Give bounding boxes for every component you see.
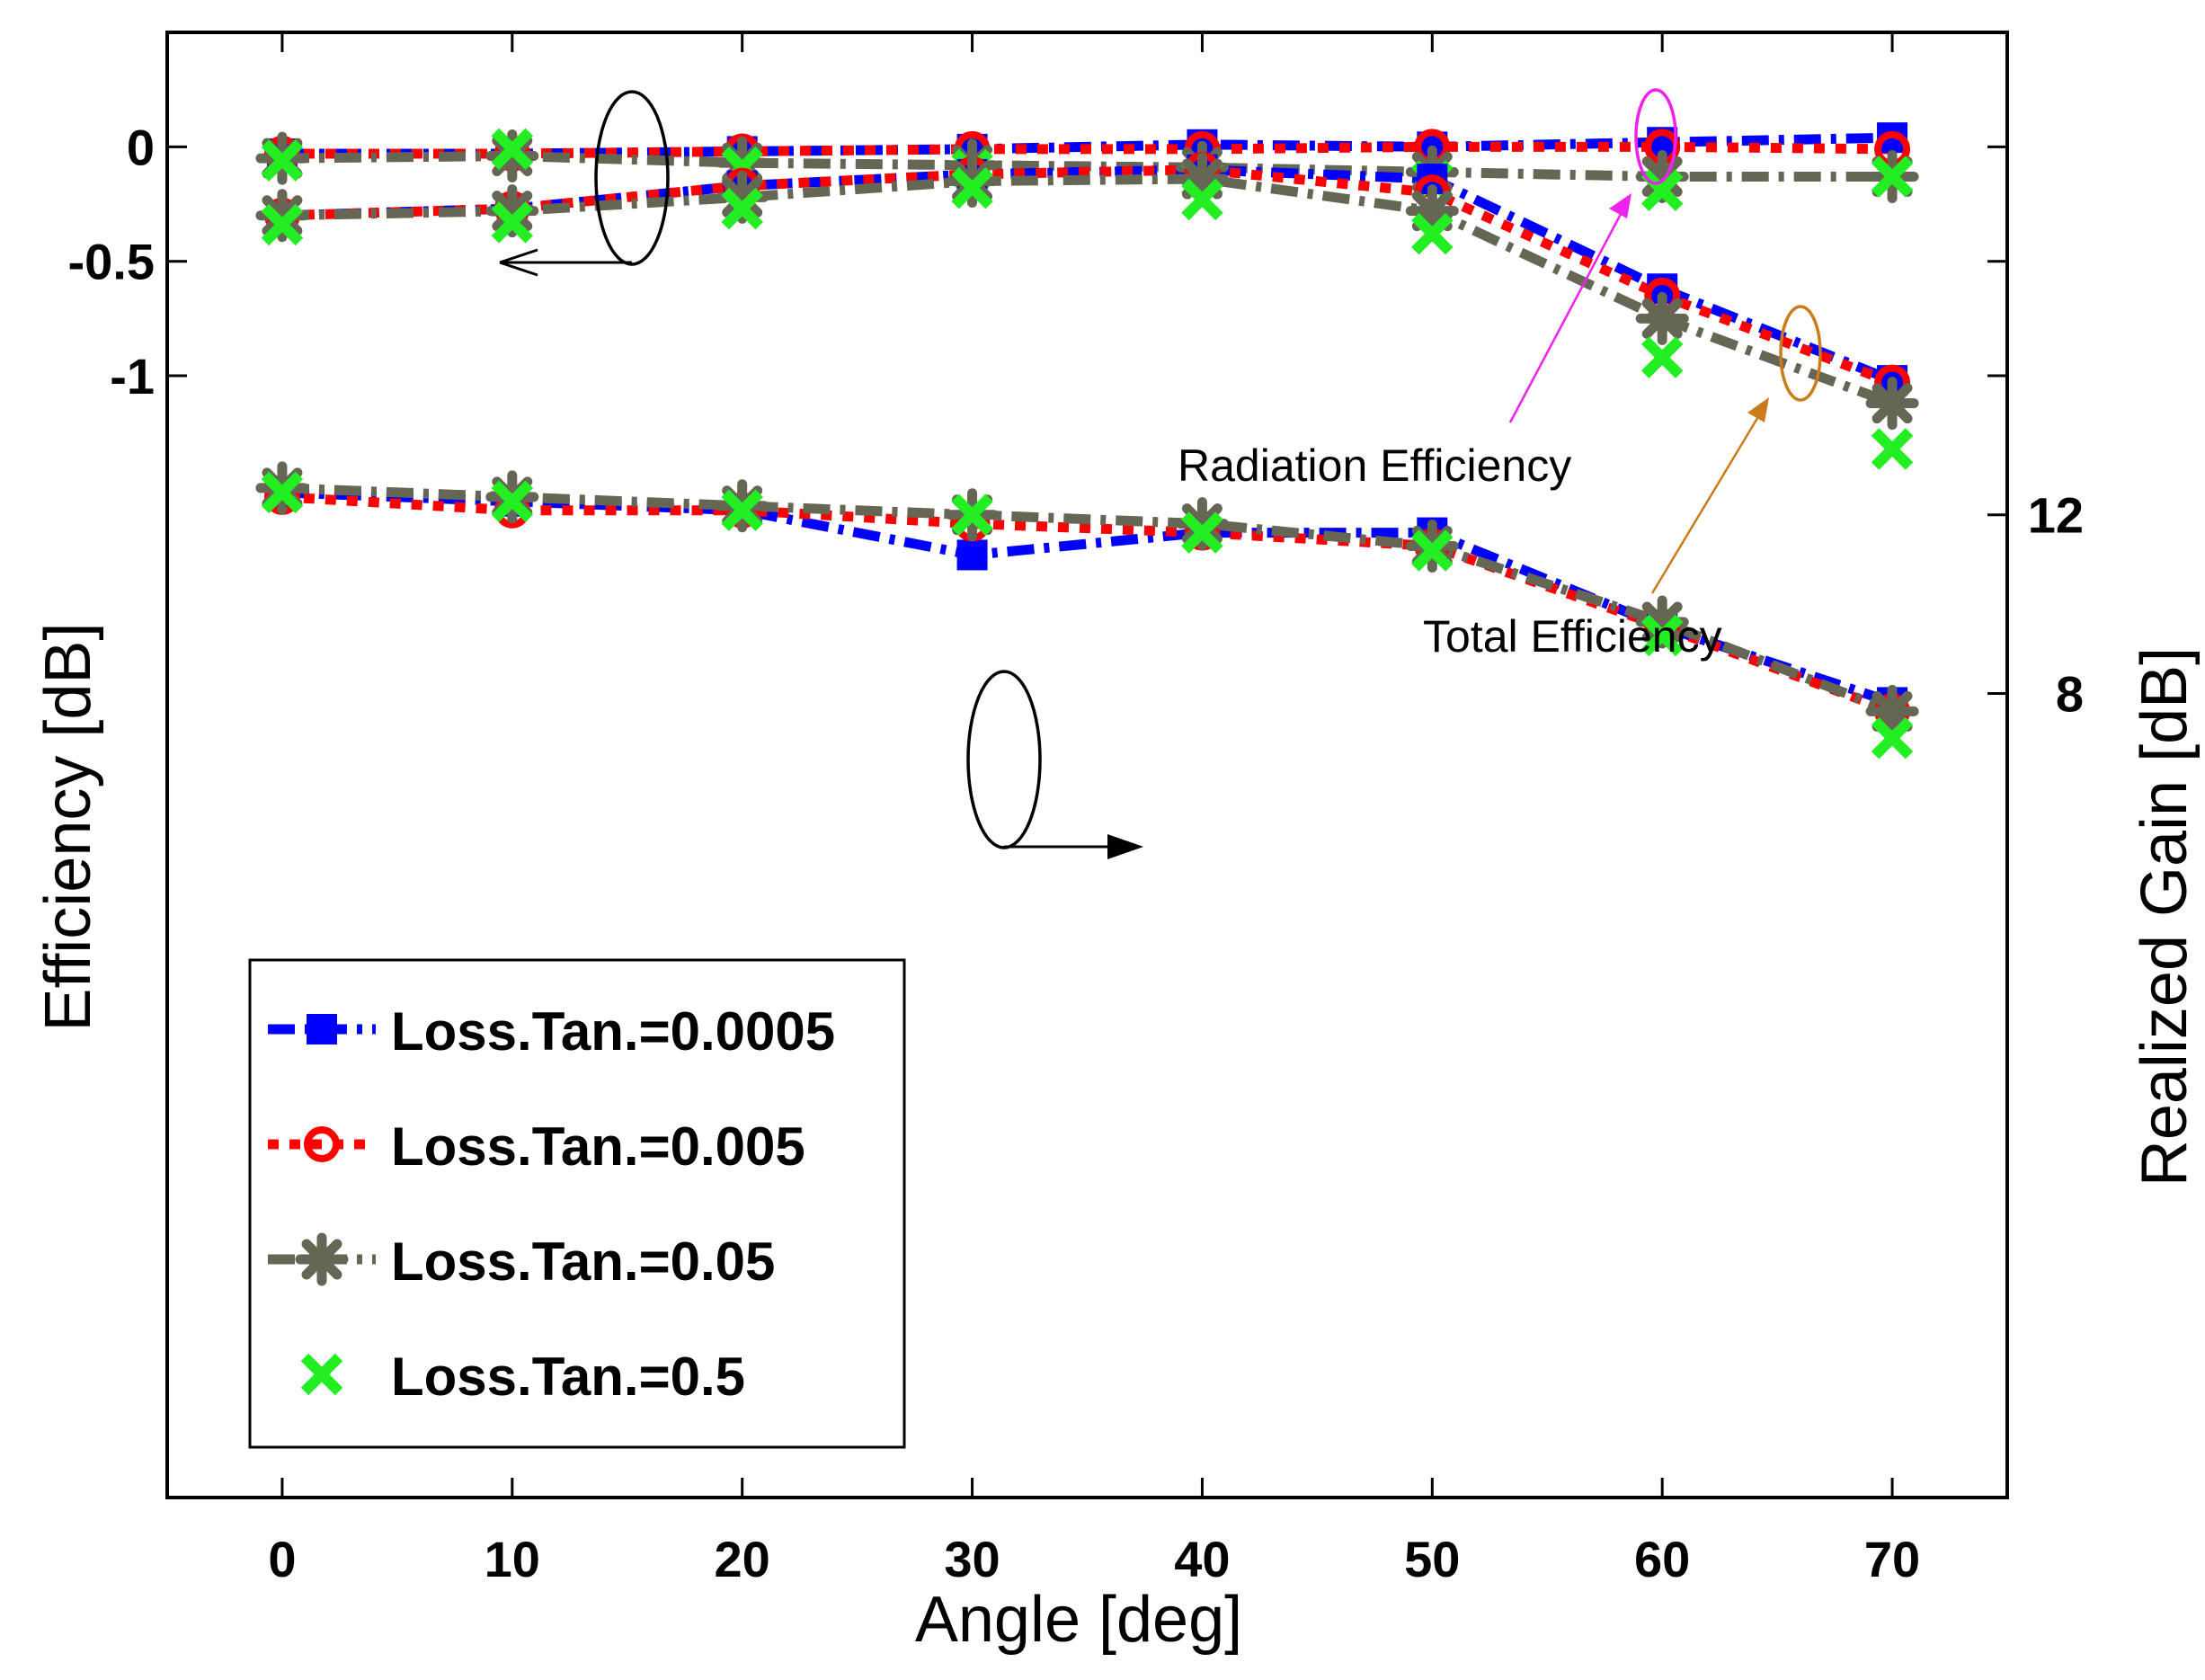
x-tick-label: 20 (715, 1531, 770, 1587)
axis-layer: 0 10 20 30 40 50 60 70 0 -0.5 -1 12 8 (68, 32, 2084, 1587)
data-point-gain-s3-x30 (951, 493, 993, 536)
y-right-tick-label: 12 (2028, 487, 2084, 544)
data-point-total-s3-x0 (261, 203, 304, 246)
total-efficiency-label: Total Efficiency (1423, 611, 1722, 662)
left-axis-arrow-head (499, 248, 538, 277)
legend-marker-3 (300, 1353, 343, 1396)
data-point-gain-s3-x20 (721, 489, 763, 531)
total-efficiency-ellipse (1779, 305, 1822, 402)
y-left-tick-label: -1 (110, 348, 155, 404)
gain-group-ellipse (966, 670, 1042, 849)
x-tick-label: 10 (485, 1531, 540, 1587)
x-tick-label: 70 (1864, 1531, 1920, 1587)
data-point-total-s3-x50 (1411, 212, 1454, 255)
annotations: Radiation Efficiency Total Efficiency (499, 88, 1822, 859)
data-point-gain-s3-x50 (1411, 529, 1454, 572)
radiation-efficiency-label: Radiation Efficiency (1178, 440, 1571, 491)
y-left-tick-label: 0 (127, 119, 155, 175)
data-point-total-s2-x60 (1635, 291, 1689, 345)
y-axis-left-title: Efficiency [dB] (32, 623, 104, 1032)
radiation-efficiency-arrow-line (1508, 201, 1629, 423)
data-point-radiation-s3-x0 (261, 139, 304, 182)
radiation-efficiency-ellipse (1634, 88, 1677, 185)
x-tick-label: 0 (268, 1531, 296, 1587)
y-axis-right-title: Realized Gain [dB] (2129, 647, 2201, 1187)
legend-label-2: Loss.Tan.=0.05 (391, 1231, 775, 1292)
x-tick-label: 50 (1404, 1531, 1460, 1587)
legend-box (248, 958, 906, 1449)
data-point-radiation-s3-x70 (1871, 156, 1914, 198)
series-line-gain-1 (281, 492, 1894, 716)
legend-marker-0 (307, 1014, 337, 1044)
data-point-total-s3-x30 (951, 166, 993, 209)
data-point-gain-s2-x40 (1175, 497, 1229, 551)
radiation-efficiency-arrow-head (1609, 193, 1632, 218)
series-line-radiation-2 (281, 151, 1893, 182)
data-point-radiation-s3-x60 (1640, 169, 1684, 211)
legend-marker-2 (295, 1232, 349, 1286)
data-point-total-s3-x60 (1640, 336, 1684, 378)
data-point-gain-s0-x30 (956, 539, 988, 571)
series-layer (255, 122, 1919, 760)
efficiency-group-ellipse (594, 90, 670, 266)
y-right-tick-label: 8 (2056, 665, 2084, 722)
legend: Loss.Tan.=0.0005 Loss.Tan.=0.005 Loss.Ta… (248, 958, 906, 1449)
data-point-gain-s3-x40 (1181, 511, 1223, 554)
total-efficiency-arrow-head (1747, 397, 1769, 422)
series-line-total-2 (281, 173, 1894, 408)
y-left-tick-label: -0.5 (68, 234, 156, 290)
data-point-total-s3-x40 (1181, 178, 1223, 221)
legend-label-0: Loss.Tan.=0.0005 (391, 1001, 835, 1062)
legend-label-3: Loss.Tan.=0.5 (391, 1347, 745, 1407)
legend-marker-1 (304, 1126, 340, 1162)
x-tick-label: 30 (944, 1531, 1000, 1587)
data-point-total-s3-x10 (491, 201, 534, 244)
data-point-gain-s3-x0 (261, 471, 304, 514)
data-point-total-s3-x20 (721, 187, 763, 230)
data-point-gain-s3-x70 (1871, 716, 1914, 760)
legend-samples (268, 1014, 376, 1396)
legend-label-1: Loss.Tan.=0.005 (391, 1116, 805, 1177)
data-point-gain-s3-x60 (1640, 614, 1684, 657)
x-axis-title: Angle [deg] (915, 1584, 1242, 1656)
right-axis-arrow-head (1107, 834, 1143, 859)
plot-area (165, 31, 2009, 1499)
x-tick-label: 60 (1634, 1531, 1690, 1587)
total-efficiency-arrow-line (1650, 405, 1766, 594)
data-point-gain-s3-x10 (491, 480, 534, 523)
data-point-radiation-s3-x10 (491, 128, 534, 171)
series-line-gain-2 (281, 483, 1895, 716)
data-point-total-s2-x70 (1865, 377, 1919, 431)
x-tick-label: 40 (1174, 1531, 1230, 1587)
data-point-total-s3-x70 (1871, 428, 1914, 470)
